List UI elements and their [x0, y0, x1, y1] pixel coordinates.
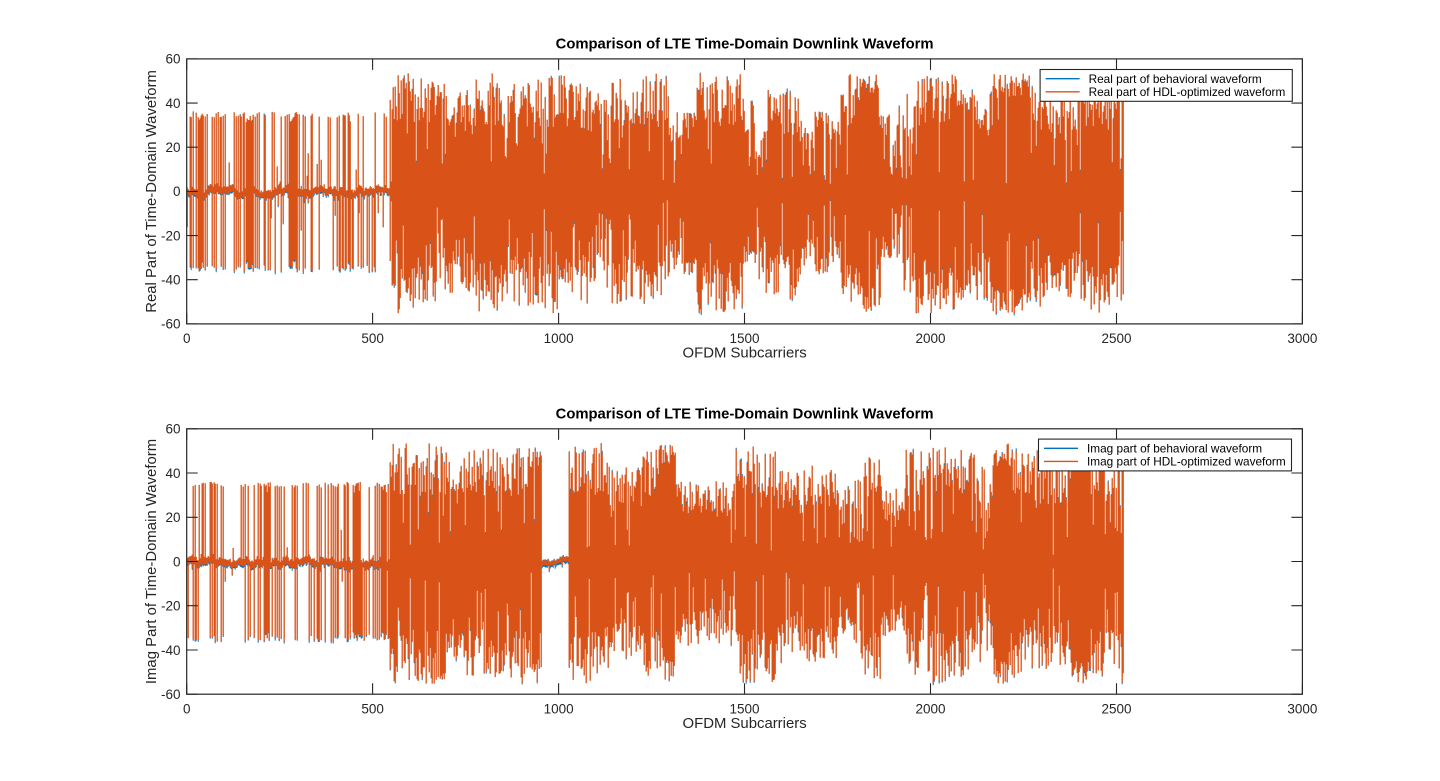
svg-text:2000: 2000 — [915, 331, 945, 346]
svg-text:-60: -60 — [161, 687, 181, 702]
svg-text:1500: 1500 — [729, 702, 759, 717]
svg-text:1000: 1000 — [544, 702, 574, 717]
svg-text:0: 0 — [173, 554, 181, 569]
svg-text:OFDM Subcarriers: OFDM Subcarriers — [683, 346, 807, 362]
svg-text:500: 500 — [361, 331, 384, 346]
svg-text:500: 500 — [361, 702, 384, 717]
svg-text:Comparison of LTE Time-Domain: Comparison of LTE Time-Domain Downlink W… — [556, 406, 934, 422]
svg-text:OFDM Subcarriers: OFDM Subcarriers — [683, 716, 807, 732]
svg-text:3000: 3000 — [1287, 702, 1317, 717]
svg-text:-20: -20 — [161, 599, 181, 614]
svg-text:1500: 1500 — [729, 331, 759, 346]
svg-text:1000: 1000 — [544, 331, 574, 346]
svg-text:Real part of HDL-optimized wav: Real part of HDL-optimized waveform — [1089, 85, 1286, 99]
svg-text:Imag Part of Time-Domain Wavef: Imag Part of Time-Domain Waveform — [144, 439, 160, 684]
svg-text:3000: 3000 — [1287, 331, 1317, 346]
svg-text:2500: 2500 — [1101, 331, 1131, 346]
svg-text:2000: 2000 — [915, 702, 945, 717]
svg-text:40: 40 — [165, 96, 180, 111]
svg-text:60: 60 — [165, 52, 180, 67]
svg-text:-40: -40 — [161, 273, 181, 288]
svg-text:2500: 2500 — [1101, 702, 1131, 717]
svg-text:Imag part of behavioral wavefo: Imag part of behavioral waveform — [1087, 442, 1262, 456]
svg-text:Real part of behavioral wavefo: Real part of behavioral waveform — [1089, 72, 1262, 86]
svg-text:Real Part of Time-Domain Wavef: Real Part of Time-Domain Waveform — [144, 70, 160, 313]
svg-text:Comparison of LTE Time-Domain: Comparison of LTE Time-Domain Downlink W… — [556, 37, 934, 53]
svg-text:0: 0 — [183, 702, 191, 717]
svg-text:-40: -40 — [161, 643, 181, 658]
svg-text:20: 20 — [165, 140, 180, 155]
svg-text:40: 40 — [165, 466, 180, 481]
svg-text:60: 60 — [165, 422, 180, 437]
svg-text:0: 0 — [173, 184, 181, 199]
svg-text:-20: -20 — [161, 228, 181, 243]
svg-text:-60: -60 — [161, 317, 181, 332]
svg-text:Imag part of HDL-optimized wav: Imag part of HDL-optimized waveform — [1087, 455, 1286, 469]
svg-text:0: 0 — [183, 331, 191, 346]
svg-text:20: 20 — [165, 510, 180, 525]
